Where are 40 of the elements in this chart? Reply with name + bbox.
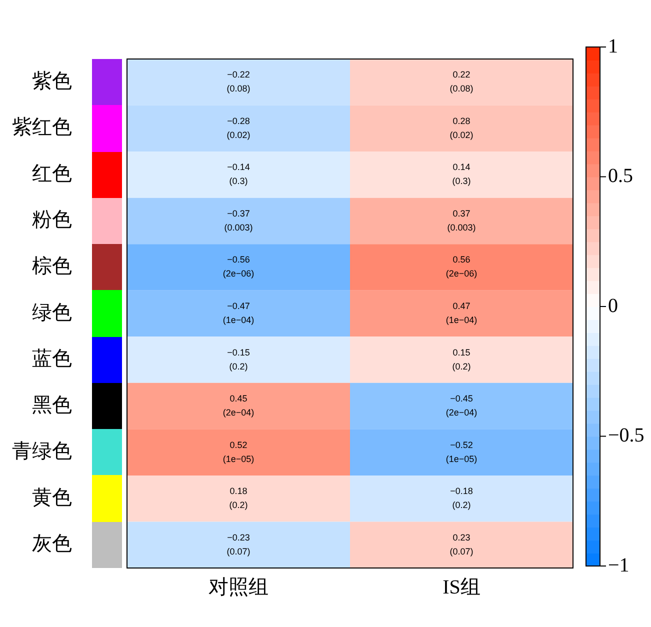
y-tick-label: 棕色 bbox=[32, 255, 72, 278]
data-label: −0.23 (0.07) bbox=[226, 532, 250, 556]
y-tick-label: 青绿色 bbox=[12, 440, 72, 463]
data-label: −0.47 (1e−04) bbox=[222, 300, 254, 325]
data-label: −0.52 (1e−05) bbox=[446, 440, 478, 464]
data-label: 0.28 (0.02) bbox=[450, 116, 474, 140]
y-tick-label: 绿色 bbox=[32, 302, 72, 324]
data-label: 0.56 (2e−06) bbox=[446, 254, 478, 279]
y-tick-label: 蓝色 bbox=[32, 348, 72, 370]
color-bar-label: −0.5 bbox=[608, 424, 644, 446]
color-bar-label: 1 bbox=[608, 35, 618, 58]
y-tick-label: 黄色 bbox=[32, 486, 72, 509]
data-label: −0.18 (0.2) bbox=[450, 486, 473, 510]
x-tick-label: 对照组 bbox=[208, 576, 268, 598]
color-bar-label: −1 bbox=[608, 554, 630, 576]
y-tick-label: 灰色 bbox=[32, 533, 72, 556]
data-label: 0.15 (0.2) bbox=[452, 347, 471, 372]
data-label: −0.28 (0.02) bbox=[226, 116, 250, 140]
y-tick-label: 粉色 bbox=[32, 209, 72, 232]
data-label: 0.18 (0.2) bbox=[229, 486, 248, 510]
data-label: 0.14 (0.3) bbox=[452, 162, 471, 186]
y-tick-label: 红色 bbox=[32, 162, 72, 185]
data-label: 0.47 (1e−04) bbox=[446, 300, 478, 325]
y-tick-label: 黑色 bbox=[32, 394, 72, 416]
data-label: 0.52 (1e−05) bbox=[222, 440, 254, 464]
y-tick-label: 紫红色 bbox=[12, 116, 72, 139]
color-bar-label: 0 bbox=[608, 294, 618, 317]
y-tick-label: 紫色 bbox=[32, 70, 72, 92]
data-label: 0.45 (2e−04) bbox=[222, 394, 254, 418]
color-bar-label: 0.5 bbox=[608, 165, 633, 187]
data-label: −0.56 (2e−06) bbox=[222, 254, 254, 279]
data-label: −0.22 (0.08) bbox=[226, 70, 250, 94]
data-label: 0.22 (0.08) bbox=[450, 70, 474, 94]
data-label: 0.37 (0.003) bbox=[447, 208, 476, 232]
x-tick-label: IS组 bbox=[442, 576, 480, 598]
data-label: −0.45 (2e−04) bbox=[446, 394, 478, 418]
data-label: −0.37 (0.003) bbox=[224, 208, 253, 232]
data-label: −0.14 (0.3) bbox=[227, 162, 250, 186]
data-label: 0.23 (0.07) bbox=[450, 532, 474, 556]
data-label: −0.15 (0.2) bbox=[227, 347, 250, 372]
